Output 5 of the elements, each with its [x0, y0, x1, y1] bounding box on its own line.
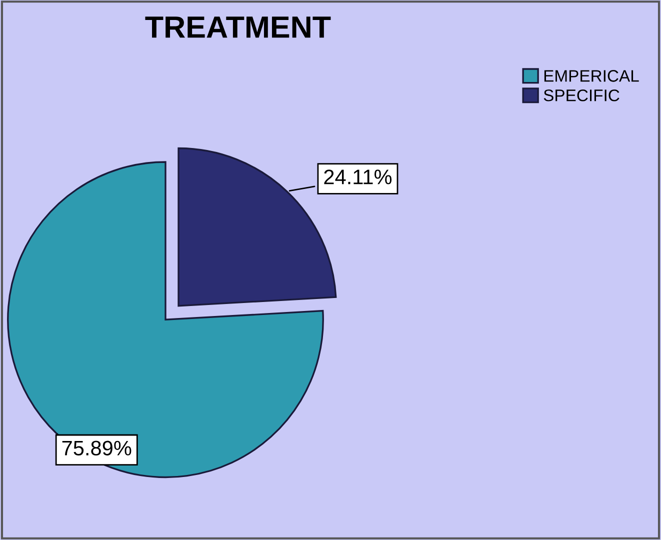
legend-label: SPECIFIC	[544, 89, 620, 102]
data-label: 75.89%	[62, 440, 132, 456]
legend-label: EMPERICAL	[544, 70, 639, 82]
data-label: 24.11%	[324, 170, 392, 184]
chart-title: TREATMENT	[145, 16, 331, 38]
